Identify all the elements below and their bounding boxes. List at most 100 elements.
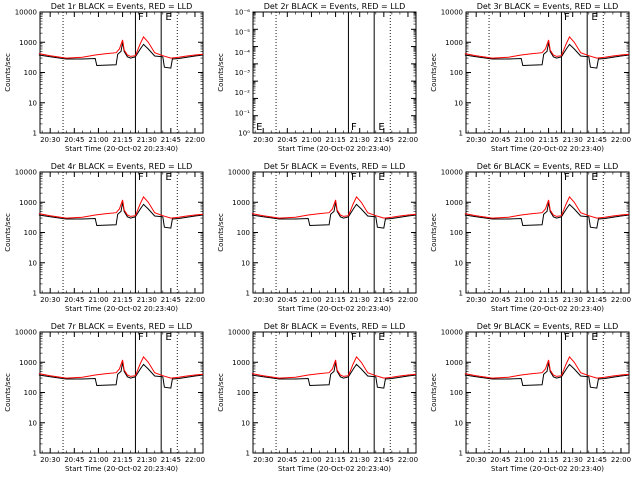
x-tick-label: 22:00 bbox=[611, 456, 631, 464]
y-tick-label: 1 bbox=[459, 290, 463, 298]
y-tick-label: 100 bbox=[24, 69, 37, 77]
event-marker: E bbox=[165, 12, 171, 23]
y-tick-label: 10⁻¹ bbox=[235, 109, 251, 117]
chart-title: Det 3r BLACK = Events, RED = LLD bbox=[477, 2, 619, 11]
y-tick-label: 1000 bbox=[232, 359, 250, 367]
series-line-lld bbox=[464, 36, 630, 59]
y-tick-label: 1 bbox=[33, 450, 37, 458]
event-marker: F bbox=[564, 332, 570, 343]
y-axis-label: Counts/sec bbox=[4, 213, 12, 252]
y-tick-label: 10 bbox=[241, 419, 250, 427]
x-tick-label: 21:30 bbox=[137, 136, 157, 144]
y-tick-label: 1 bbox=[246, 290, 250, 298]
y-tick-label: 10⁰ bbox=[238, 130, 250, 138]
event-marker: F bbox=[138, 332, 144, 343]
x-tick-label: 21:15 bbox=[325, 296, 345, 304]
x-tick-label: 20:45 bbox=[490, 456, 510, 464]
event-marker: E bbox=[165, 332, 171, 343]
x-axis-label: Start Time (20-Oct-02 20:23:40) bbox=[278, 465, 391, 473]
y-tick-label: 10⁻² bbox=[235, 89, 251, 97]
x-tick-label: 21:00 bbox=[514, 296, 534, 304]
plot-frame bbox=[252, 171, 417, 294]
plot-frame bbox=[39, 331, 204, 454]
series-line-lld bbox=[464, 356, 630, 379]
chart-title: Det 8r BLACK = Events, RED = LLD bbox=[264, 322, 406, 331]
x-tick-label: 21:00 bbox=[301, 456, 321, 464]
event-marker: F bbox=[351, 122, 357, 133]
series-line-lld bbox=[251, 356, 417, 379]
chart-title: Det 9r BLACK = Events, RED = LLD bbox=[477, 322, 619, 331]
x-tick-label: 20:30 bbox=[466, 296, 486, 304]
y-axis-label: Counts/sec bbox=[217, 373, 225, 412]
y-tick-label: 10 bbox=[28, 259, 37, 267]
x-axis-label: Start Time (20-Oct-02 20:23:40) bbox=[65, 305, 178, 313]
x-tick-label: 20:30 bbox=[253, 456, 273, 464]
plot-frame bbox=[465, 11, 630, 134]
x-tick-label: 20:30 bbox=[253, 136, 273, 144]
x-tick-label: 21:15 bbox=[325, 456, 345, 464]
x-tick-label: 21:45 bbox=[587, 136, 607, 144]
x-tick-label: 20:45 bbox=[277, 296, 297, 304]
y-tick-label: 10000 bbox=[441, 9, 463, 17]
y-tick-label: 100 bbox=[450, 389, 463, 397]
x-tick-label: 20:45 bbox=[277, 456, 297, 464]
x-tick-label: 20:30 bbox=[466, 136, 486, 144]
y-tick-label: 10⁻⁴ bbox=[235, 49, 251, 57]
x-tick-label: 22:00 bbox=[611, 136, 631, 144]
event-marker: F bbox=[564, 172, 570, 183]
event-marker: E bbox=[378, 122, 384, 133]
x-tick-label: 21:00 bbox=[88, 136, 108, 144]
x-tick-label: 21:30 bbox=[563, 296, 583, 304]
series-line-events bbox=[464, 362, 630, 389]
x-tick-label: 21:45 bbox=[374, 296, 394, 304]
x-tick-label: 21:30 bbox=[350, 456, 370, 464]
y-tick-label: 100 bbox=[450, 229, 463, 237]
x-axis-label: Start Time (20-Oct-02 20:23:40) bbox=[65, 465, 178, 473]
y-tick-label: 1000 bbox=[445, 39, 463, 47]
x-tick-label: 20:45 bbox=[277, 136, 297, 144]
chart-title: Det 4r BLACK = Events, RED = LLD bbox=[51, 162, 193, 171]
series-line-events bbox=[38, 202, 204, 229]
x-tick-label: 21:00 bbox=[301, 296, 321, 304]
event-marker: E bbox=[378, 172, 384, 183]
plot-frame bbox=[252, 331, 417, 454]
y-axis-label: Counts/sec bbox=[430, 373, 438, 412]
event-marker: F bbox=[564, 12, 570, 23]
chart-panel-9: Det 9r BLACK = Events, RED = LLD 1 10 100 10… bbox=[430, 322, 631, 473]
y-tick-label: 10000 bbox=[15, 9, 37, 17]
x-tick-label: 21:00 bbox=[88, 296, 108, 304]
x-tick-label: 21:45 bbox=[374, 136, 394, 144]
y-tick-label: 1 bbox=[246, 450, 250, 458]
x-tick-label: 21:45 bbox=[161, 296, 181, 304]
x-tick-label: 21:15 bbox=[112, 296, 132, 304]
y-axis-label: Counts/sec bbox=[430, 213, 438, 252]
y-tick-label: 1000 bbox=[19, 39, 37, 47]
y-tick-label: 10⁻³ bbox=[235, 69, 251, 77]
chart-title: Det 1r BLACK = Events, RED = LLD bbox=[51, 2, 193, 11]
x-axis-label: Start Time (20-Oct-02 20:23:40) bbox=[65, 145, 178, 153]
y-tick-label: 10 bbox=[28, 419, 37, 427]
x-tick-label: 21:30 bbox=[350, 296, 370, 304]
x-tick-label: 21:15 bbox=[112, 456, 132, 464]
plot-frame bbox=[39, 171, 204, 294]
y-axis-label: Counts/sec bbox=[4, 53, 12, 92]
x-tick-label: 21:15 bbox=[538, 456, 558, 464]
y-tick-label: 10 bbox=[454, 99, 463, 107]
y-tick-label: 100 bbox=[24, 229, 37, 237]
chart-panel-7: Det 7r BLACK = Events, RED = LLD 1 10 100 10… bbox=[4, 322, 205, 473]
x-tick-label: 21:30 bbox=[350, 136, 370, 144]
x-tick-label: 20:45 bbox=[64, 456, 84, 464]
x-tick-label: 22:00 bbox=[398, 136, 418, 144]
chart-panel-3: Det 3r BLACK = Events, RED = LLD 1 10 100 10… bbox=[430, 2, 631, 153]
y-tick-label: 1 bbox=[33, 130, 37, 138]
x-tick-label: 20:45 bbox=[64, 136, 84, 144]
series-line-events bbox=[464, 42, 630, 69]
y-tick-label: 10000 bbox=[15, 169, 37, 177]
plot-frame bbox=[465, 171, 630, 294]
event-marker: E bbox=[591, 12, 597, 23]
y-tick-label: 100 bbox=[450, 69, 463, 77]
y-tick-label: 1 bbox=[459, 450, 463, 458]
chart-panel-5: Det 5r BLACK = Events, RED = LLD 1 10 100 10… bbox=[217, 162, 418, 313]
event-marker: E bbox=[378, 332, 384, 343]
x-tick-label: 20:45 bbox=[64, 296, 84, 304]
